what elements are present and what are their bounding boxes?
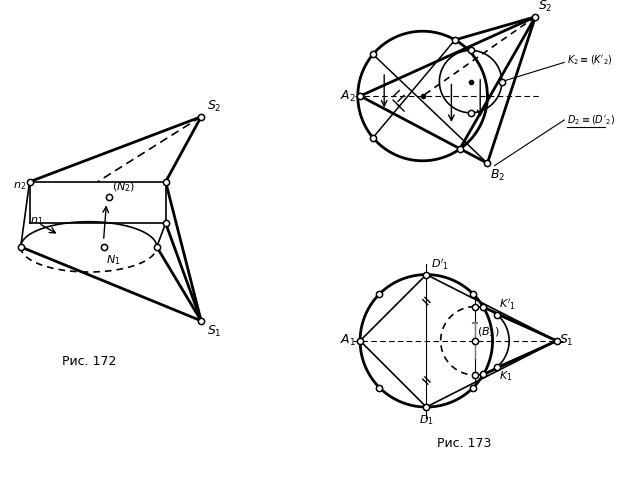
Text: $A_1$: $A_1$ — [340, 333, 356, 348]
Text: $n_1$: $n_1$ — [30, 215, 43, 227]
Text: $A_2$: $A_2$ — [340, 88, 356, 104]
Text: Рис. 172: Рис. 172 — [62, 355, 116, 368]
Text: $K_2\equiv(K'_2)$: $K_2\equiv(K'_2)$ — [566, 53, 612, 67]
Text: $D_2\equiv(D'_2)$: $D_2\equiv(D'_2)$ — [566, 113, 615, 127]
Text: $K_1$: $K_1$ — [499, 369, 512, 383]
Text: $S_1$: $S_1$ — [207, 324, 222, 339]
Text: $S_2$: $S_2$ — [538, 0, 552, 14]
Text: $B_2$: $B_2$ — [490, 168, 505, 183]
Text: $S_1$: $S_1$ — [559, 333, 574, 348]
Text: $D'_1$: $D'_1$ — [431, 258, 449, 272]
Text: Рис. 173: Рис. 173 — [437, 437, 491, 450]
Text: $(N_2)$: $(N_2)$ — [113, 180, 136, 193]
Text: $n_2$: $n_2$ — [14, 180, 26, 192]
Text: $D_1$: $D_1$ — [419, 414, 434, 428]
Text: $(B_1)$: $(B_1)$ — [477, 325, 500, 338]
Text: $N_1$: $N_1$ — [107, 253, 121, 266]
Text: $K'_1$: $K'_1$ — [499, 298, 516, 312]
Text: $S_2$: $S_2$ — [207, 99, 222, 114]
